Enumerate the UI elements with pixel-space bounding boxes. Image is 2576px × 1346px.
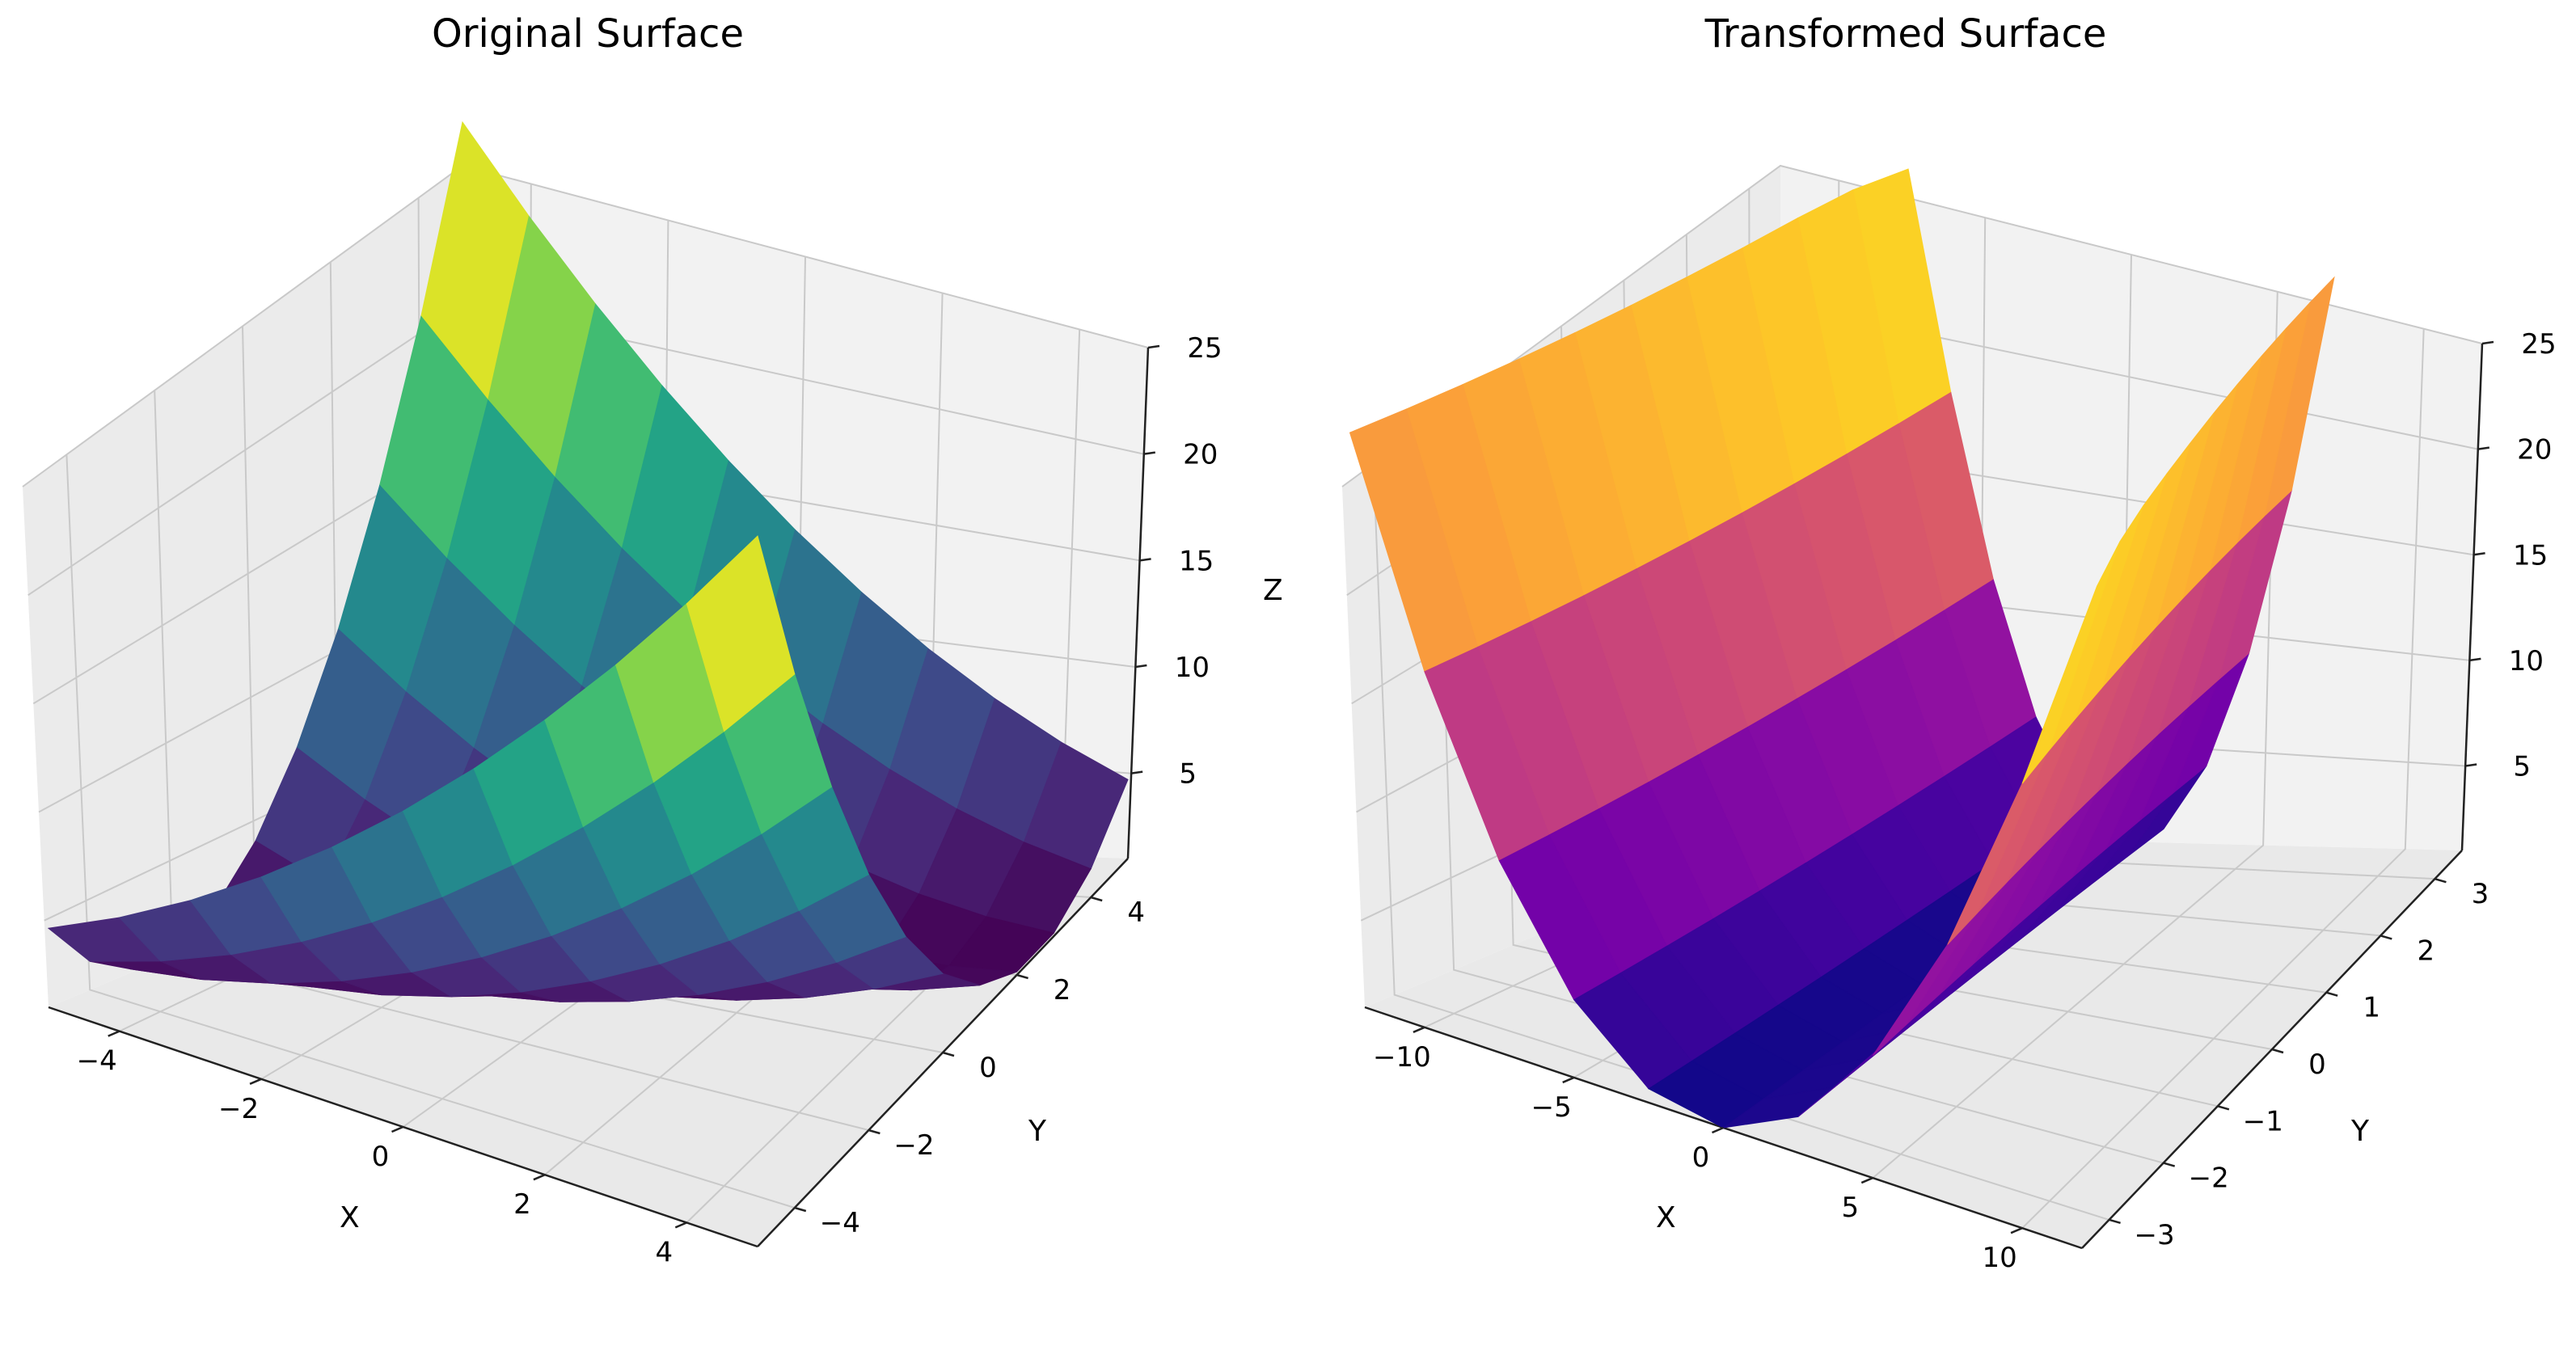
left-y-tick	[868, 1129, 880, 1135]
right-x-tick	[1860, 1176, 1873, 1184]
left-x-tick	[674, 1222, 687, 1229]
right-y-tick	[2271, 1048, 2284, 1054]
left-x-tick-label: −4	[77, 1045, 117, 1078]
right-z-tick-label: 5	[2513, 751, 2531, 783]
right-x-tick-label: −5	[1531, 1091, 1572, 1124]
left-y-gridline	[65, 454, 796, 1209]
right-x-tick	[1712, 1126, 1724, 1134]
right-z-tick	[2464, 763, 2477, 767]
right-surface-patch	[2021, 541, 2121, 784]
right-x-tick-label: 5	[1841, 1192, 1859, 1224]
right-y-tick	[2163, 1162, 2176, 1167]
left-z-tick-label: 5	[1179, 758, 1197, 791]
left-y-tick-label: −4	[820, 1207, 860, 1239]
left-surface	[47, 120, 1129, 1002]
right-y-tick	[2109, 1218, 2121, 1225]
left-chart-title: Original Surface	[432, 11, 744, 57]
right-z-tick	[2481, 340, 2494, 345]
right-z-tick-label: 20	[2517, 434, 2552, 466]
right-y-tick-label: 2	[2417, 935, 2435, 967]
left-z-tick-label: 20	[1183, 439, 1218, 471]
right-y-tick-label: 1	[2363, 992, 2380, 1024]
left-x-tick-label: 2	[513, 1188, 531, 1221]
left-y-tick-label: 4	[1127, 897, 1145, 929]
left-x-tick	[391, 1125, 403, 1133]
right-surface	[1349, 168, 2335, 1129]
left-ticks: −4 −2 0 2 4 −4 −2 0 2 4 5 10 15 20 25	[77, 332, 1223, 1268]
left-z-tick-label: 25	[1187, 332, 1222, 365]
right-x-tick	[1413, 1026, 1425, 1033]
right-y-gridline	[1372, 463, 2109, 1221]
right-x-tick-label: −10	[1373, 1041, 1431, 1074]
left-y-tick	[942, 1051, 955, 1057]
left-z-tick-label: 15	[1179, 545, 1214, 577]
right-y-axis-label: Y	[2350, 1115, 2370, 1148]
right-y-tick	[2325, 991, 2338, 997]
left-z-axis-label: Z	[1263, 574, 1283, 607]
left-y-tick	[794, 1206, 807, 1213]
left-x-tick	[249, 1078, 262, 1085]
left-z-tick	[1143, 451, 1155, 455]
right-y-tick	[2435, 877, 2447, 884]
left-y-tick	[1016, 973, 1028, 980]
right-x-axis-label: X	[1656, 1201, 1676, 1234]
left-z-tick	[1130, 770, 1143, 774]
left-y-tick-label: 2	[1054, 974, 1071, 1006]
right-z-tick	[2477, 446, 2489, 450]
right-x-tick	[2010, 1227, 2023, 1234]
left-z-tick	[1139, 558, 1151, 562]
right-y-tick	[2380, 935, 2392, 940]
left-y-tick-label: −2	[893, 1129, 934, 1162]
right-x-gridline	[2021, 328, 2425, 1229]
right-y-tick-label: 0	[2308, 1049, 2326, 1081]
left-x-axis-label: X	[340, 1201, 360, 1234]
left-surface-patch	[686, 535, 796, 732]
right-z-tick-label: 15	[2513, 539, 2548, 572]
left-x-tick-label: −2	[218, 1093, 259, 1125]
left-z-tick	[1135, 664, 1147, 669]
right-y-tick-label: −2	[2189, 1162, 2229, 1195]
right-z-tick	[2469, 657, 2481, 662]
right-z-tick-label: 10	[2509, 645, 2544, 677]
right-x-tick-label: 10	[1982, 1242, 2016, 1274]
right-y-tick-label: −1	[2243, 1105, 2283, 1137]
right-y-tick	[2217, 1105, 2230, 1111]
left-z-tick	[1147, 344, 1160, 349]
right-z-tick	[2473, 552, 2485, 556]
left-x-tick-label: 0	[372, 1141, 390, 1173]
left-x-tick	[533, 1174, 546, 1181]
right-x-tick	[1562, 1076, 1575, 1084]
right-z-tick-label: 25	[2521, 328, 2556, 361]
right-y-tick-label: −3	[2135, 1219, 2175, 1251]
left-x-tick	[108, 1030, 120, 1037]
left-y-tick-label: 0	[979, 1052, 997, 1084]
left-y-axis-label: Y	[1028, 1115, 1047, 1148]
left-y-tick	[1090, 896, 1103, 902]
right-y-tick-label: 3	[2472, 878, 2489, 910]
right-chart-title: Transformed Surface	[1704, 11, 2107, 57]
right-x-tick-label: 0	[1692, 1141, 1710, 1174]
left-x-tick-label: 4	[655, 1236, 673, 1268]
left-z-tick-label: 10	[1175, 652, 1210, 684]
